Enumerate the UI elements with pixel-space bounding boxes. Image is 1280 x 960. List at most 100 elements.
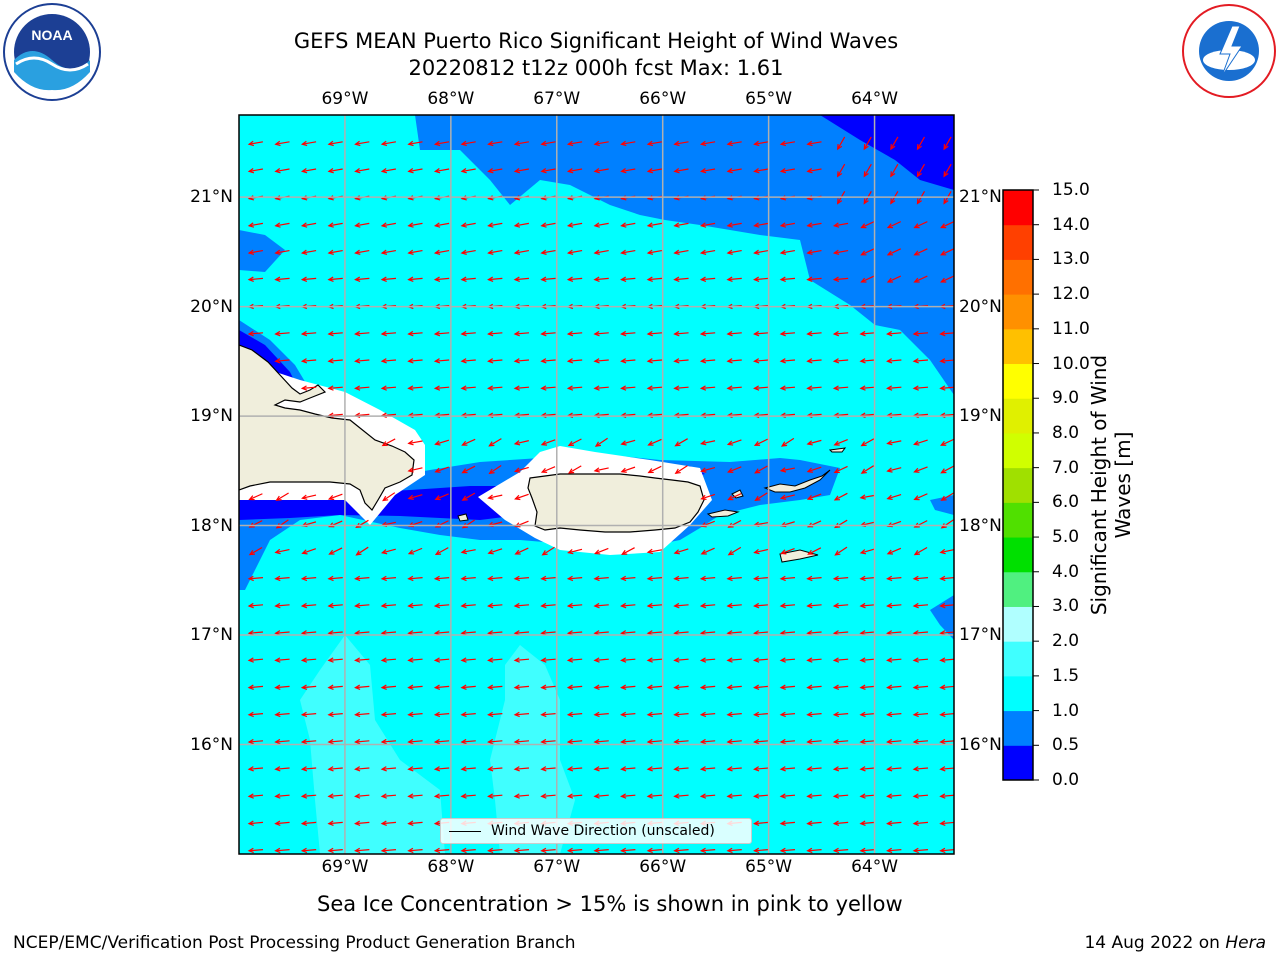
footer-right: 14 Aug 2022 on Hera	[1084, 933, 1266, 953]
wave-direction-arrowhead	[886, 549, 893, 555]
wave-direction-arrowhead	[806, 522, 814, 528]
wave-direction-arrowhead	[939, 847, 946, 854]
wave-direction-arrow	[863, 136, 872, 150]
wave-direction-arrow	[568, 465, 582, 474]
wave-direction-arrowhead	[646, 575, 653, 582]
wave-direction-arrowhead	[407, 222, 414, 228]
wave-direction-arrowhead	[327, 793, 334, 799]
wave-direction-arrow	[541, 222, 556, 227]
wave-direction-arrowhead	[460, 168, 467, 174]
wave-direction-arrowhead	[726, 249, 733, 255]
wave-direction-arrowhead	[247, 793, 254, 799]
wave-direction-arrowhead	[274, 276, 281, 282]
wave-direction-arrow	[701, 631, 716, 634]
wave-direction-arrow	[913, 386, 929, 390]
wave-direction-arrowhead	[593, 549, 601, 555]
lat-label-right: 19°N	[959, 406, 1002, 427]
wave-direction-arrowhead	[699, 738, 707, 745]
wave-direction-arrow	[807, 658, 822, 662]
wave-direction-arrow	[461, 249, 476, 254]
wave-direction-arrowhead	[514, 494, 521, 501]
wave-direction-arrowhead	[566, 385, 574, 391]
wave-direction-arrowhead	[779, 249, 787, 255]
wave-direction-arrow	[328, 848, 343, 852]
wave-direction-arrowhead	[487, 249, 494, 255]
wave-direction-arrow	[435, 604, 450, 607]
wave-direction-arrowhead	[806, 330, 813, 337]
wave-direction-arrow	[514, 332, 530, 335]
wave-direction-arrowhead	[916, 198, 922, 205]
wave-direction-arrowhead	[355, 550, 362, 556]
wave-direction-arrow	[914, 221, 928, 229]
wave-direction-arrowhead	[382, 495, 389, 502]
wave-direction-arrowhead	[943, 198, 949, 205]
wave-direction-arrow	[541, 386, 556, 390]
wave-direction-arrowhead	[566, 358, 574, 364]
wave-direction-arrow	[728, 546, 742, 556]
wave-direction-arrowhead	[886, 330, 893, 337]
colorbar-tick-label: 0.0	[1052, 770, 1080, 790]
wave-direction-arrow	[754, 141, 769, 145]
wave-direction-arrowhead	[593, 711, 600, 718]
wave-direction-arrow	[514, 767, 530, 770]
wave-direction-arrowhead	[593, 330, 600, 337]
colorbar-segment	[1003, 710, 1033, 746]
wave-direction-arrow	[727, 168, 742, 173]
wave-direction-arrowhead	[380, 602, 387, 609]
wave-direction-arrowhead	[513, 684, 520, 690]
wave-direction-arrowhead	[620, 766, 627, 772]
colorbar-tick-label: 11.0	[1052, 318, 1090, 339]
wave-direction-arrowhead	[593, 657, 600, 663]
wave-direction-arrow	[541, 576, 556, 580]
wave-direction-arrowhead	[890, 198, 896, 205]
wave-direction-arrow	[488, 222, 503, 227]
wave-direction-arrow	[754, 332, 769, 335]
lat-label-left: 16°N	[190, 734, 233, 755]
wave-direction-arrow	[435, 493, 449, 500]
wave-direction-arrow	[647, 604, 663, 607]
wave-direction-arrowhead	[833, 468, 840, 474]
wave-direction-arrow	[381, 359, 397, 362]
wave-direction-arrow	[621, 222, 636, 227]
wave-direction-arrow	[488, 141, 503, 145]
colorbar-tick-label: 2.0	[1052, 631, 1080, 652]
wave-direction-arrowhead	[380, 168, 388, 174]
wave-direction-arrow	[462, 492, 476, 501]
wave-direction-arrow	[328, 332, 343, 335]
wave-direction-arrowhead	[753, 738, 760, 745]
wave-direction-arrow	[780, 658, 796, 662]
wave-direction-arrowhead	[699, 358, 707, 364]
national-weather-service-logo	[1180, 2, 1278, 100]
wave-direction-arrow	[674, 631, 689, 634]
wave-direction-arrowhead	[726, 766, 733, 772]
wave-direction-arrow	[275, 249, 290, 254]
wave-direction-arrow	[780, 767, 796, 770]
wave-direction-arrow	[248, 604, 264, 607]
wave-direction-arrow	[461, 222, 476, 227]
wave-direction-arrow	[807, 466, 822, 473]
wave-direction-arrow	[381, 821, 397, 825]
wave-direction-arrow	[408, 168, 423, 173]
wave-direction-arrowhead	[700, 440, 707, 446]
wave-direction-arrow	[701, 767, 716, 770]
wave-direction-arrowhead	[274, 766, 281, 772]
wave-direction-arrowhead	[460, 249, 467, 255]
wave-direction-arrowhead	[806, 711, 813, 718]
wave-direction-arrowhead	[832, 847, 840, 854]
wave-direction-arrow	[381, 740, 397, 743]
wave-direction-arrow	[807, 359, 822, 362]
wave-direction-arrow	[701, 576, 716, 580]
wave-direction-arrow	[594, 712, 609, 716]
wave-direction-arrowhead	[832, 766, 840, 772]
wave-direction-arrowhead	[513, 766, 520, 772]
wave-direction-arrowhead	[274, 793, 281, 799]
wave-direction-arrowhead	[274, 602, 281, 609]
wave-direction-arrow	[621, 249, 636, 254]
wave-direction-arrowhead	[806, 440, 813, 446]
wave-direction-arrowhead	[300, 766, 308, 772]
wave-direction-arrow	[754, 821, 769, 825]
wave-direction-arrow	[860, 794, 875, 798]
wave-direction-arrow	[488, 332, 503, 335]
wave-direction-arrow	[381, 685, 397, 689]
wave-direction-arrow	[302, 794, 317, 798]
